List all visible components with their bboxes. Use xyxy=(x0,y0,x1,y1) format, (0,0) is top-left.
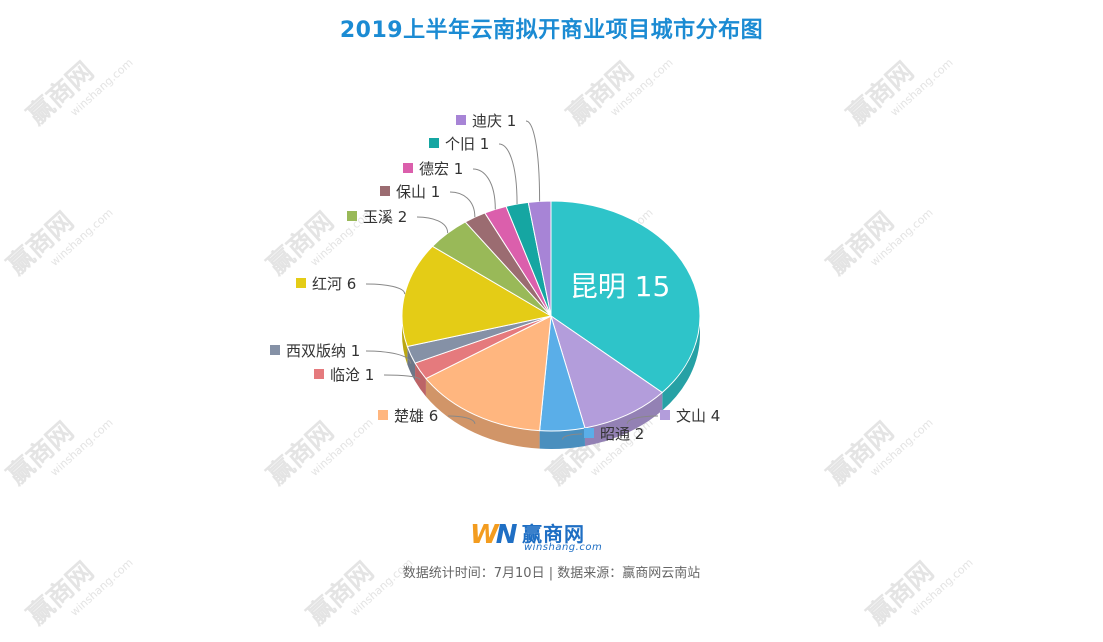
data-label-西双版纳: 西双版纳 1 xyxy=(286,342,360,360)
slice-side-昆明 xyxy=(662,316,700,411)
leader-line-文山 xyxy=(626,415,659,425)
leader-line-玉溪 xyxy=(416,216,449,234)
leader-line-迪庆 xyxy=(525,120,541,202)
logo-name: 赢商网 xyxy=(522,522,585,546)
legend-marker-保山 xyxy=(380,186,390,196)
legend-marker-个旧 xyxy=(429,138,439,148)
legend-marker-玉溪 xyxy=(347,211,357,221)
chart-title: 2019上半年云南拟开商业项目城市分布图 xyxy=(339,18,764,43)
slice-红河 xyxy=(401,245,553,348)
data-label-个旧: 个旧 1 xyxy=(445,135,489,153)
legend-marker-西双版纳 xyxy=(270,345,280,355)
data-label-临沧: 临沧 1 xyxy=(330,366,374,384)
slice-side-楚雄 xyxy=(425,378,540,449)
leader-line-德宏 xyxy=(472,168,496,210)
slice-side-红河 xyxy=(402,316,408,365)
legend-marker-文山 xyxy=(660,410,670,420)
data-label-楚雄: 楚雄 6 xyxy=(394,407,438,425)
data-label-玉溪: 玉溪 2 xyxy=(363,208,407,226)
pie-chart: 昆明 15 文山 4 昭通 2 楚雄 6 临沧 1 西双版纳 1 红河 6 玉溪 2 保山 1 德… xyxy=(270,112,720,449)
leader-line-昭通 xyxy=(561,433,583,440)
slice-文山 xyxy=(550,314,664,429)
leader-line-红河 xyxy=(365,283,406,295)
slice-side-文山 xyxy=(584,392,663,446)
leader-line-临沧 xyxy=(383,374,421,381)
legend-marker-德宏 xyxy=(403,163,413,173)
leader-line-楚雄 xyxy=(447,415,476,424)
data-label-保山: 保山 1 xyxy=(396,183,440,201)
leader-line-西双版纳 xyxy=(365,350,412,364)
data-label-红河: 红河 6 xyxy=(312,275,356,293)
legend-marker-楚雄 xyxy=(378,410,388,420)
data-label-德宏: 德宏 1 xyxy=(419,160,463,178)
legend-marker-临沧 xyxy=(314,369,324,379)
winshang-logo: WN 赢商网 winshang.com xyxy=(470,518,640,554)
logo-domain: winshang.com xyxy=(524,542,603,553)
data-label-迪庆: 迪庆 1 xyxy=(472,112,516,130)
footnote: 数据统计时间：7月10日 | 数据来源：赢商网云南站 xyxy=(402,566,701,581)
slice-昆明 xyxy=(550,200,701,394)
legend-marker-昭通 xyxy=(584,428,594,438)
data-label-文山: 文山 4 xyxy=(676,407,720,425)
leader-line-保山 xyxy=(449,191,476,218)
data-label-昭通: 昭通 2 xyxy=(600,425,644,443)
leader-line-个旧 xyxy=(498,143,518,205)
legend-marker-迪庆 xyxy=(456,115,466,125)
slice-迪庆 xyxy=(527,200,552,317)
legend-marker-红河 xyxy=(296,278,306,288)
data-label-昆明: 昆明 15 xyxy=(570,270,671,303)
logo-mark: WN xyxy=(470,520,517,550)
slice-楚雄 xyxy=(425,315,552,432)
